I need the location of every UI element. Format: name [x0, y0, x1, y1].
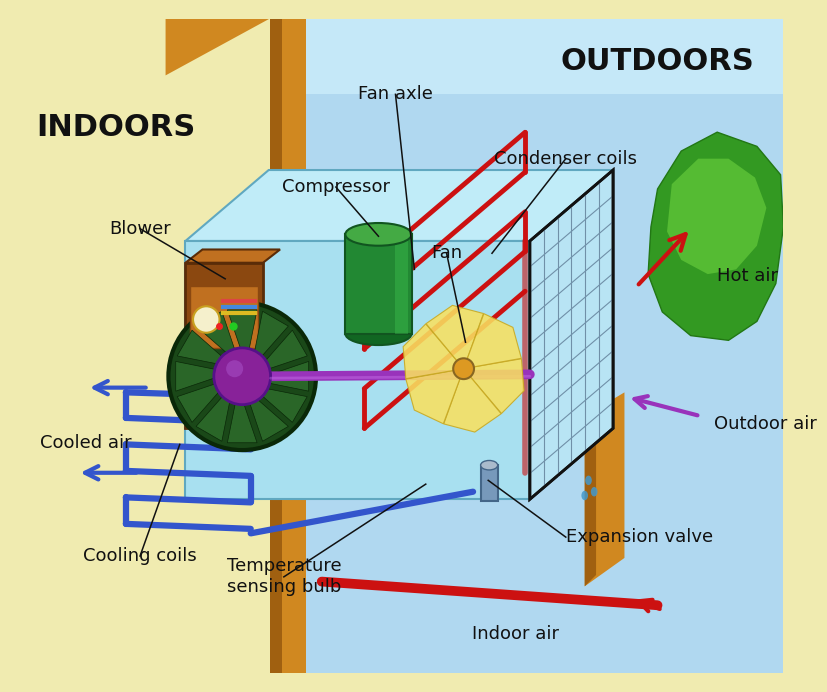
Polygon shape [185, 250, 280, 263]
Ellipse shape [581, 491, 587, 500]
Text: Fan axle: Fan axle [357, 85, 433, 103]
Polygon shape [463, 358, 523, 414]
Polygon shape [426, 305, 483, 369]
Polygon shape [227, 398, 256, 443]
Polygon shape [648, 132, 782, 340]
Polygon shape [293, 19, 782, 673]
Polygon shape [405, 369, 463, 424]
Text: Cooling coils: Cooling coils [83, 547, 197, 565]
Polygon shape [177, 382, 222, 422]
Text: Cooled air: Cooled air [40, 433, 131, 451]
Bar [270, 19, 282, 673]
Polygon shape [248, 396, 288, 441]
Polygon shape [185, 170, 612, 241]
Bar [190, 286, 258, 348]
Ellipse shape [590, 487, 597, 496]
Text: INDOORS: INDOORS [36, 113, 195, 142]
Circle shape [226, 361, 243, 377]
Bar [270, 19, 305, 673]
Polygon shape [584, 407, 595, 586]
Polygon shape [463, 313, 521, 369]
Text: OUTDOORS: OUTDOORS [560, 47, 753, 75]
Polygon shape [196, 311, 236, 356]
Text: Condenser coils: Condenser coils [494, 149, 637, 167]
Polygon shape [264, 361, 308, 391]
Polygon shape [443, 369, 500, 432]
Bar [185, 263, 263, 428]
Text: Hot air: Hot air [716, 267, 777, 285]
Polygon shape [667, 158, 766, 274]
Text: Outdoor air: Outdoor air [714, 415, 816, 432]
Polygon shape [403, 324, 463, 379]
Polygon shape [529, 170, 612, 499]
Polygon shape [196, 392, 231, 441]
Bar [345, 235, 411, 334]
Polygon shape [175, 361, 220, 391]
Polygon shape [258, 388, 307, 422]
Text: Indoor air: Indoor air [471, 625, 558, 643]
Polygon shape [293, 19, 782, 94]
Polygon shape [165, 19, 270, 75]
Text: Expansion valve: Expansion valve [565, 528, 712, 546]
Polygon shape [584, 392, 624, 586]
Text: Temperature
sensing bulb: Temperature sensing bulb [227, 558, 341, 597]
Polygon shape [227, 310, 256, 354]
Polygon shape [177, 330, 226, 365]
Text: Compressor: Compressor [281, 178, 390, 196]
Text: Blower: Blower [109, 219, 170, 237]
Polygon shape [529, 170, 612, 499]
Polygon shape [185, 241, 529, 499]
Ellipse shape [480, 460, 497, 470]
Polygon shape [253, 311, 288, 361]
Bar [480, 465, 497, 501]
Ellipse shape [585, 475, 591, 485]
Circle shape [193, 307, 219, 333]
Ellipse shape [345, 223, 411, 246]
Circle shape [452, 358, 473, 379]
Circle shape [213, 348, 270, 405]
Polygon shape [0, 19, 293, 673]
Polygon shape [261, 330, 307, 370]
Circle shape [168, 302, 316, 450]
Bar [394, 235, 408, 334]
Ellipse shape [345, 322, 411, 345]
Text: Fan: Fan [431, 244, 461, 262]
